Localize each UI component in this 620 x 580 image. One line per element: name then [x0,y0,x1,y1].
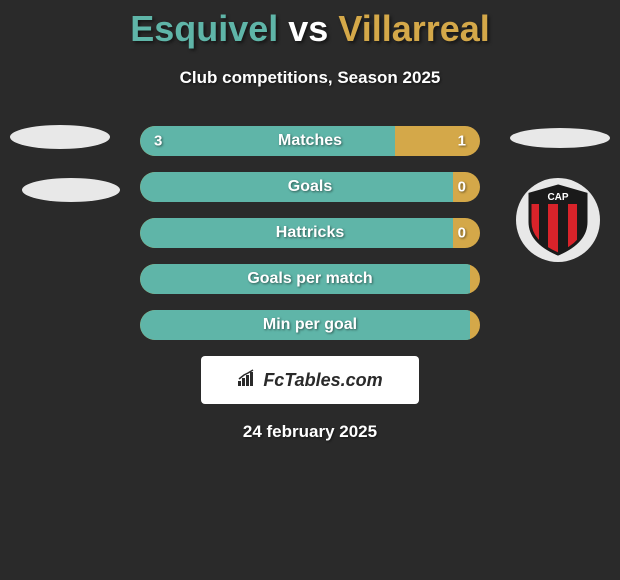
player-left-name: Esquivel [130,8,278,49]
stat-bar: Goals 0 [140,172,480,202]
stat-label: Hattricks [276,224,344,242]
vs-text: vs [288,8,328,49]
badge-text: CAP [547,192,568,203]
brand-label: FcTables.com [263,370,382,391]
stat-bar: Min per goal [140,310,480,340]
decor-ellipse-left-2 [22,178,120,202]
decor-ellipse-left-1 [10,125,110,149]
brand-box: FcTables.com [201,356,419,404]
stat-right-value: 1 [458,133,466,150]
stat-bar: Goals per match [140,264,480,294]
club-badge: CAP [516,178,600,262]
stat-bar: 3 Matches 1 [140,126,480,156]
stat-label: Goals per match [247,270,372,288]
stat-label: Goals [288,178,332,196]
shield-icon: CAP [526,184,590,256]
subtitle: Club competitions, Season 2025 [0,68,620,88]
stat-bar-left-fill [140,126,395,156]
decor-ellipse-right-1 [510,128,610,148]
chart-icon [237,369,257,392]
date-label: 24 february 2025 [0,422,620,442]
stat-bar: Hattricks 0 [140,218,480,248]
stat-left-value: 3 [154,133,162,150]
comparison-title: Esquivel vs Villarreal [0,0,620,50]
player-right-name: Villarreal [338,8,489,49]
stat-right-value: 0 [458,225,466,242]
stat-right-value: 0 [458,179,466,196]
stat-label: Min per goal [263,316,357,334]
stat-label: Matches [278,132,342,150]
